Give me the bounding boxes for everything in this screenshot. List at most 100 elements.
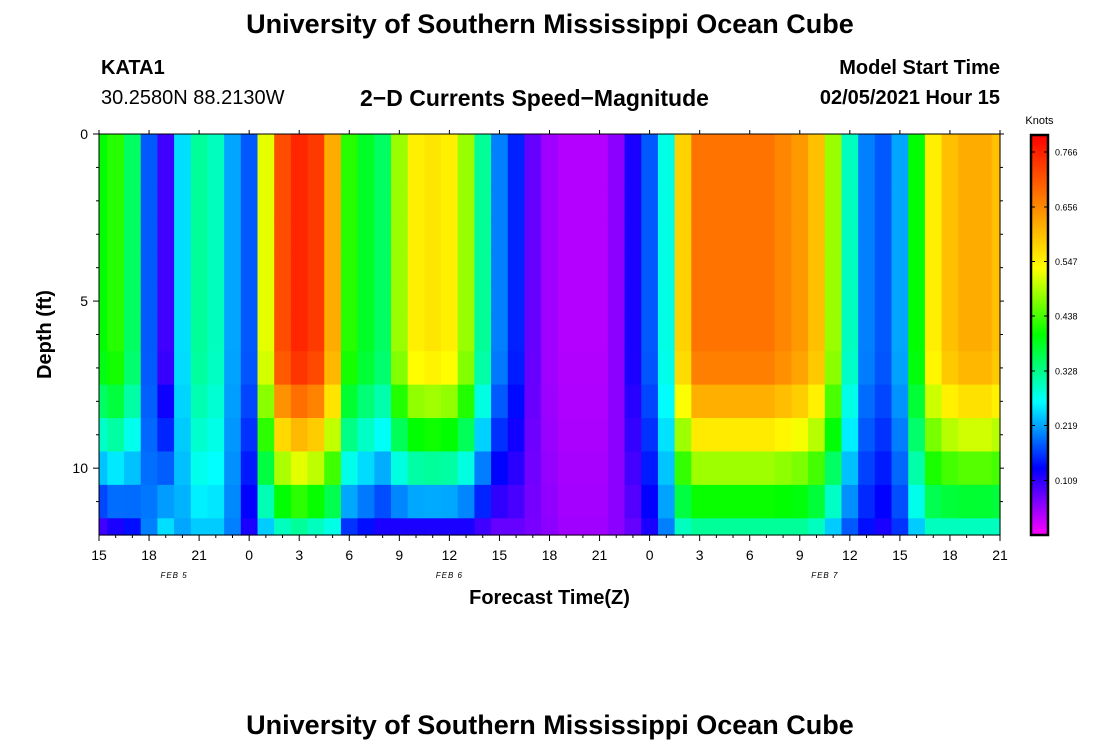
heatmap-cell <box>474 150 492 185</box>
heatmap-cell <box>474 250 492 285</box>
heatmap-cell <box>240 250 259 285</box>
heatmap-cell <box>657 184 676 219</box>
heatmap-cell <box>307 451 325 486</box>
heatmap-cell <box>991 284 1001 319</box>
heatmap-cell <box>624 317 642 352</box>
heatmap-cell <box>941 418 959 453</box>
heatmap-cell <box>374 418 392 453</box>
colorbar-tick-label: 0.547 <box>1055 257 1078 267</box>
heatmap-cell <box>274 451 292 486</box>
heatmap-cell <box>908 351 926 386</box>
heatmap-cell <box>624 451 642 486</box>
heatmap-cell <box>708 134 726 152</box>
heatmap-cell <box>324 134 342 152</box>
heatmap-cell <box>174 250 192 285</box>
heatmap-cell <box>541 351 559 386</box>
heatmap-cell <box>858 134 876 152</box>
heatmap-cell <box>941 217 959 252</box>
heatmap-cell <box>741 351 759 386</box>
heatmap-cell <box>758 418 776 453</box>
heatmap-cell <box>624 150 642 185</box>
heatmap-cell <box>507 418 526 453</box>
heatmap-cell <box>474 351 492 386</box>
heatmap-cell <box>240 217 259 252</box>
heatmap-cell <box>224 284 242 319</box>
heatmap-cell <box>140 384 158 419</box>
heatmap-cell <box>140 134 158 152</box>
heatmap-cell <box>174 451 192 486</box>
heatmap-cell <box>357 284 375 319</box>
heatmap-cell <box>240 351 259 386</box>
heatmap-cell <box>157 134 175 152</box>
heatmap-cell <box>307 484 325 519</box>
y-tick-label: 0 <box>80 126 88 142</box>
heatmap-cell <box>357 518 375 536</box>
heatmap-cell <box>124 484 142 519</box>
heatmap-cell <box>607 418 626 453</box>
heatmap-cell <box>307 317 325 352</box>
heatmap-cell <box>958 484 976 519</box>
heatmap-cell <box>607 134 626 152</box>
heatmap-cell <box>958 250 976 285</box>
heatmap-cell <box>741 217 759 252</box>
x-tick-label: 18 <box>542 547 558 563</box>
heatmap-cell <box>607 484 626 519</box>
heatmap-cell <box>174 217 192 252</box>
heatmap-cell <box>758 150 776 185</box>
page-title: University of Southern Mississippi Ocean… <box>246 9 854 39</box>
heatmap-cell <box>424 418 442 453</box>
heatmap-cell <box>491 217 509 252</box>
heatmap-cell <box>741 184 759 219</box>
heatmap-cell <box>824 284 843 319</box>
heatmap-cell <box>274 250 292 285</box>
heatmap-cell <box>124 217 142 252</box>
heatmap-cell <box>991 317 1001 352</box>
heatmap-cell <box>708 150 726 185</box>
heatmap-cell <box>140 518 158 536</box>
heatmap-cell <box>991 184 1001 219</box>
heatmap-cell <box>207 184 225 219</box>
station-id: KATA1 <box>101 57 165 79</box>
heatmap-cell <box>841 317 859 352</box>
heatmap-cell <box>858 451 876 486</box>
heatmap-cell <box>290 217 309 252</box>
heatmap-cell <box>207 518 225 536</box>
x-tick-label: 9 <box>796 547 804 563</box>
heatmap-cell <box>357 418 375 453</box>
heatmap-cell <box>791 184 809 219</box>
heatmap-cell <box>758 317 776 352</box>
heatmap-cell <box>574 284 592 319</box>
heatmap-cell <box>491 150 509 185</box>
heatmap-cell <box>841 150 859 185</box>
heatmap-cell <box>357 150 375 185</box>
heatmap-cell <box>624 418 642 453</box>
heatmap-cell <box>557 518 576 536</box>
heatmap-cell <box>808 250 826 285</box>
heatmap-cell <box>758 351 776 386</box>
heatmap-cell <box>808 134 826 152</box>
heatmap-cell <box>541 384 559 419</box>
heatmap-cell <box>257 518 275 536</box>
heatmap-cell <box>924 518 943 536</box>
footer-title: University of Southern Mississippi Ocean… <box>246 710 854 740</box>
heatmap-cell <box>457 418 476 453</box>
heatmap-cell <box>691 418 709 453</box>
heatmap-cell <box>674 284 692 319</box>
heatmap-cell <box>390 484 409 519</box>
heatmap-cell <box>958 451 976 486</box>
model-start-value: 02/05/2021 Hour 15 <box>819 87 1000 109</box>
heatmap-cell <box>641 317 659 352</box>
heatmap-cell <box>941 484 959 519</box>
heatmap-cells <box>99 134 1001 536</box>
heatmap-cell <box>507 451 526 486</box>
heatmap-cell <box>541 484 559 519</box>
heatmap-cell <box>457 150 476 185</box>
heatmap-cell <box>958 317 976 352</box>
heatmap-cell <box>607 150 626 185</box>
heatmap-cell <box>407 418 425 453</box>
x-tick-label: 0 <box>245 547 253 563</box>
heatmap-cell <box>374 518 392 536</box>
heatmap-cell <box>724 217 742 252</box>
heatmap-cell <box>891 217 909 252</box>
heatmap-cell <box>657 351 676 386</box>
